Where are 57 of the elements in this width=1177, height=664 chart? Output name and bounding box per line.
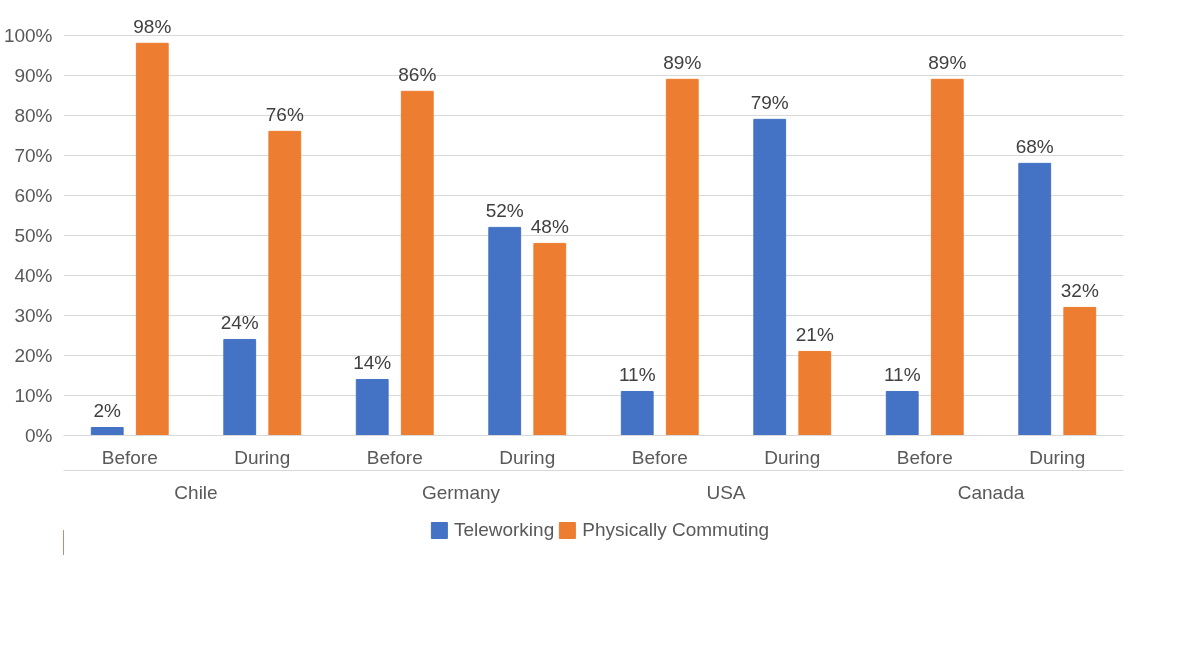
text: USA	[706, 481, 746, 503]
data-label: 89%	[928, 52, 967, 74]
legend-label: Physically Commuting	[582, 519, 770, 541]
y-tick-label: 0%	[25, 425, 53, 446]
bar	[488, 226, 522, 436]
bar	[90, 427, 124, 436]
bar	[885, 390, 919, 436]
data-label: 86%	[398, 64, 437, 86]
data-label: 21%	[795, 324, 834, 346]
x-tick-label: During	[234, 446, 291, 468]
data-label: 68%	[1015, 136, 1054, 158]
legend-label: Teleworking	[453, 519, 555, 541]
text: Germany	[421, 481, 501, 503]
data-label: 89%	[663, 52, 702, 74]
text: Chile	[174, 481, 218, 503]
data-label: 11%	[883, 364, 921, 386]
bar	[1063, 306, 1097, 436]
data-label: 98%	[133, 16, 172, 38]
data-label: 52%	[485, 200, 524, 222]
x-tick-label: Before	[631, 446, 688, 468]
x-tick-label: Before	[896, 446, 953, 468]
bar	[355, 378, 389, 436]
y-tick-label: 60%	[14, 184, 53, 206]
data-label: 76%	[265, 104, 304, 126]
y-tick-label: 100%	[3, 24, 53, 46]
bar	[135, 42, 169, 436]
data-label: 14%	[353, 352, 392, 374]
x-tick-label: Before	[366, 446, 423, 468]
text: Canada	[957, 481, 1025, 503]
y-tick-label: 90%	[14, 64, 53, 86]
data-label: 11%	[618, 364, 656, 386]
x-tick-label: During	[1029, 446, 1086, 468]
data-label: 2%	[93, 400, 122, 422]
bar	[1018, 162, 1052, 436]
data-label: 24%	[220, 312, 259, 334]
bar	[665, 78, 699, 436]
y-tick-label: 80%	[14, 104, 53, 126]
y-tick-label: 70%	[14, 144, 53, 166]
x-tick-label: During	[764, 446, 821, 468]
data-label: 79%	[750, 92, 789, 114]
bar	[753, 118, 787, 436]
x-tick-label: During	[499, 446, 556, 468]
y-tick-label: 10%	[14, 384, 53, 406]
bar	[930, 78, 964, 436]
y-tick-label: 30%	[14, 304, 53, 326]
y-tick-label: 50%	[14, 224, 53, 246]
bar	[268, 130, 302, 436]
bar	[620, 390, 654, 436]
bar	[223, 338, 257, 436]
y-tick-label: 20%	[14, 344, 53, 366]
data-label: 48%	[530, 216, 569, 238]
data-label: 32%	[1060, 280, 1099, 302]
y-tick-label: 40%	[14, 264, 53, 286]
x-tick-label: Before	[101, 446, 158, 468]
bar	[798, 350, 832, 436]
bar	[400, 90, 434, 436]
bar	[533, 242, 567, 436]
